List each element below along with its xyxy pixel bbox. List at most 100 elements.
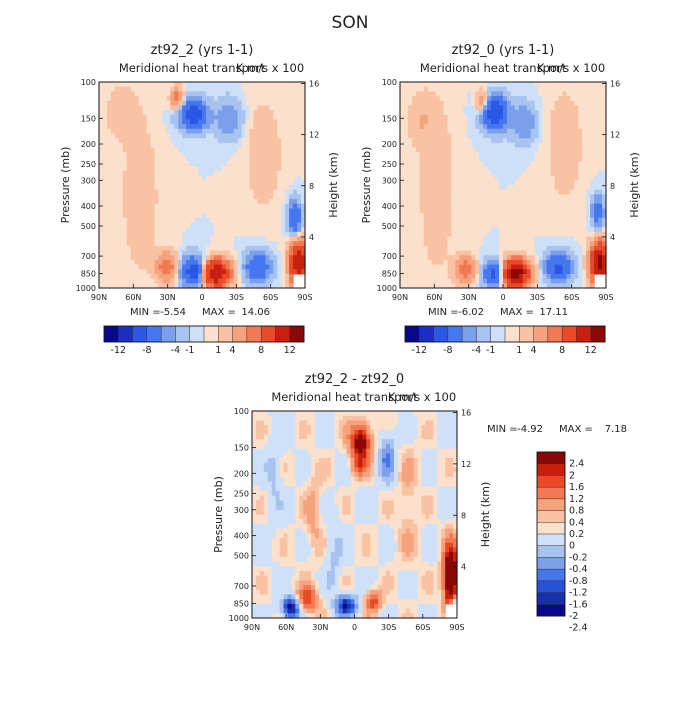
panel1-cell <box>246 232 251 237</box>
panel1-cell <box>194 134 199 139</box>
panel1-cell <box>297 162 302 167</box>
panel1-cell <box>269 138 274 143</box>
panel2-cell <box>582 279 587 284</box>
panel2-cell <box>586 260 591 265</box>
panel1-cell <box>230 105 235 110</box>
panel1-cell <box>230 222 235 227</box>
panel2-cell <box>531 260 536 265</box>
panel2-cell <box>455 274 460 279</box>
panel2-cell <box>531 204 536 209</box>
panel1-cell <box>170 237 175 242</box>
panel1-cell <box>222 232 227 237</box>
panel2-cell <box>598 148 603 153</box>
panel1-cell <box>285 101 290 106</box>
panel2-cell <box>551 218 556 223</box>
panel2-cell <box>487 119 492 124</box>
panel2-cell <box>436 115 441 120</box>
panel2-cell <box>527 157 532 162</box>
panel2-cell <box>483 134 488 139</box>
panel1-cell <box>246 148 251 153</box>
panel1-cell <box>119 82 124 87</box>
panel1-cell <box>277 185 282 190</box>
panel1-cell <box>186 255 191 260</box>
panel2-cell <box>499 227 504 232</box>
panel1-ytick-label: 400 <box>81 202 96 211</box>
panel2-cell <box>562 152 567 157</box>
panel2-cell <box>440 269 445 274</box>
panel2-cell <box>436 119 441 124</box>
panel2-cell <box>527 110 532 115</box>
panel2-cell <box>491 148 496 153</box>
panel2-cell <box>543 269 548 274</box>
panel1-cell <box>230 208 235 213</box>
panel1-cell <box>154 119 159 124</box>
panel1-cell <box>158 124 163 129</box>
panel2-cell <box>440 246 445 251</box>
panel2-cell <box>594 185 599 190</box>
panel1-cell <box>254 190 259 195</box>
panel1-cell <box>218 227 223 232</box>
panel2-cell <box>479 162 484 167</box>
panel2-cell <box>455 134 460 139</box>
panel2-cell <box>475 148 480 153</box>
panel1-cell <box>119 213 124 218</box>
panel2-cell <box>535 194 540 199</box>
panel2-cell <box>547 176 552 181</box>
panel1-cell <box>242 148 247 153</box>
panel1-cell <box>115 213 120 218</box>
panel2-cell <box>499 255 504 260</box>
panel1-cell <box>269 265 274 270</box>
panel2-cell <box>523 208 528 213</box>
panel2-cell <box>404 255 409 260</box>
panel2-cell <box>555 218 560 223</box>
panel2-cell <box>499 166 504 171</box>
panel2-cell <box>590 222 595 227</box>
panel2-cell <box>555 279 560 284</box>
panel1-cell <box>186 129 191 134</box>
panel2-cell <box>432 162 437 167</box>
panel2-cell <box>440 237 445 242</box>
panel1-cell <box>218 208 223 213</box>
panel2-cell <box>400 148 405 153</box>
panel1-ytick-label: 250 <box>81 160 96 169</box>
panel2-cell <box>574 105 579 110</box>
panel3-cell <box>264 590 269 595</box>
panel2-cell <box>543 134 548 139</box>
panel1-cell <box>162 96 167 101</box>
panel2-cell <box>487 96 492 101</box>
panel2-cell <box>463 199 468 204</box>
panel2-cell <box>487 148 492 153</box>
panel1-cell <box>158 176 163 181</box>
panel1-cell <box>226 129 231 134</box>
panel1-cell <box>151 124 156 129</box>
panel2-cell <box>408 190 413 195</box>
panel2-cell <box>586 143 591 148</box>
panel2-cell <box>539 274 544 279</box>
panel1-cell <box>230 269 235 274</box>
panel2-cell <box>586 82 591 87</box>
panel2-cell <box>495 246 500 251</box>
panel2-cell <box>555 152 560 157</box>
panel2-cell <box>511 222 516 227</box>
panel2-cell <box>400 199 405 204</box>
panel2-cell <box>495 124 500 129</box>
panel2-cell <box>590 110 595 115</box>
panel1-cell <box>261 194 266 199</box>
panel2-cell <box>408 199 413 204</box>
panel1-cell <box>151 143 156 148</box>
panel2-cell <box>539 269 544 274</box>
panel1-cell <box>261 180 266 185</box>
panel1-cell <box>210 101 215 106</box>
panel2-cell <box>467 115 472 120</box>
panel1-cell <box>210 237 215 242</box>
panel1-cell <box>154 87 159 92</box>
panel2-cell <box>539 166 544 171</box>
panel2-cell <box>598 255 603 260</box>
panel2-cell <box>408 251 413 256</box>
panel2-cell <box>452 213 457 218</box>
panel1-cell <box>107 204 112 209</box>
panel3-cell <box>256 486 261 491</box>
panel1-cell <box>289 87 294 92</box>
panel1-cell <box>246 279 251 284</box>
panel2-cell <box>562 218 567 223</box>
